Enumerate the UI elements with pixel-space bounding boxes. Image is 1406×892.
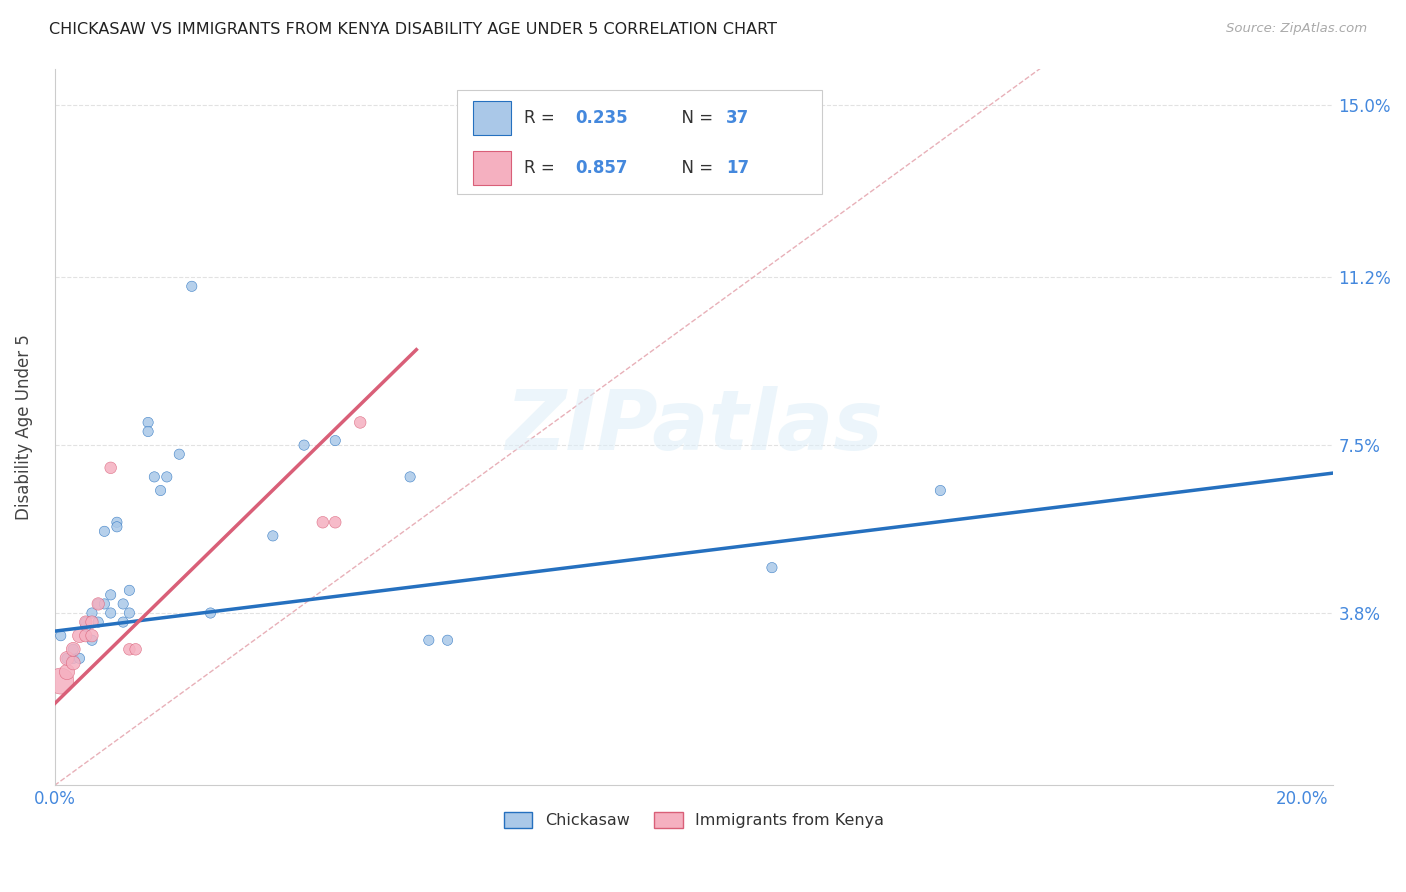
Point — [93, 524, 115, 539]
Point — [75, 629, 97, 643]
Point — [49, 629, 72, 643]
Point — [136, 425, 159, 439]
Text: R =: R = — [524, 159, 560, 177]
Text: 17: 17 — [725, 159, 749, 177]
Point — [143, 470, 166, 484]
Y-axis label: Disability Age Under 5: Disability Age Under 5 — [15, 334, 32, 520]
Point — [80, 606, 103, 620]
Point — [56, 651, 79, 665]
Point — [80, 615, 103, 629]
Text: CHICKASAW VS IMMIGRANTS FROM KENYA DISABILITY AGE UNDER 5 CORRELATION CHART: CHICKASAW VS IMMIGRANTS FROM KENYA DISAB… — [49, 22, 778, 37]
Point — [761, 560, 783, 574]
Point — [323, 516, 346, 530]
Text: R =: R = — [524, 109, 560, 127]
Point — [105, 516, 128, 530]
Text: 0.857: 0.857 — [575, 159, 627, 177]
Point — [349, 416, 371, 430]
Point — [56, 665, 79, 679]
Point — [62, 642, 84, 657]
Point — [418, 633, 440, 648]
Point — [312, 516, 335, 530]
Legend: Chickasaw, Immigrants from Kenya: Chickasaw, Immigrants from Kenya — [498, 805, 891, 835]
Point — [118, 583, 141, 598]
Point — [200, 606, 222, 620]
Point — [69, 629, 91, 643]
Point — [75, 619, 97, 633]
Point — [929, 483, 952, 498]
Point — [118, 606, 141, 620]
Point — [93, 597, 115, 611]
Text: N =: N = — [671, 159, 718, 177]
Point — [100, 588, 122, 602]
FancyBboxPatch shape — [472, 151, 512, 186]
Point — [87, 597, 110, 611]
Point — [112, 597, 135, 611]
Text: 0.235: 0.235 — [575, 109, 627, 127]
Point — [62, 656, 84, 670]
Point — [124, 642, 146, 657]
Point — [149, 483, 172, 498]
Text: ZIPatlas: ZIPatlas — [505, 386, 883, 467]
Text: N =: N = — [671, 109, 718, 127]
Text: 37: 37 — [725, 109, 749, 127]
Point — [80, 633, 103, 648]
Point — [262, 529, 284, 543]
Text: Source: ZipAtlas.com: Source: ZipAtlas.com — [1226, 22, 1367, 36]
Point — [100, 460, 122, 475]
Point — [169, 447, 191, 461]
FancyBboxPatch shape — [472, 101, 512, 136]
Point — [399, 470, 422, 484]
Point — [180, 279, 202, 293]
FancyBboxPatch shape — [457, 90, 823, 194]
Point — [62, 651, 84, 665]
Point — [112, 615, 135, 629]
Point — [80, 629, 103, 643]
Point — [49, 674, 72, 689]
Point — [156, 470, 179, 484]
Point — [87, 615, 110, 629]
Point — [75, 615, 97, 629]
Point — [105, 520, 128, 534]
Point — [100, 606, 122, 620]
Point — [292, 438, 315, 452]
Point — [436, 633, 458, 648]
Point — [62, 642, 84, 657]
Point — [323, 434, 346, 448]
Point — [56, 651, 79, 665]
Point — [87, 597, 110, 611]
Point — [69, 651, 91, 665]
Point — [75, 615, 97, 629]
Point — [118, 642, 141, 657]
Point — [136, 416, 159, 430]
